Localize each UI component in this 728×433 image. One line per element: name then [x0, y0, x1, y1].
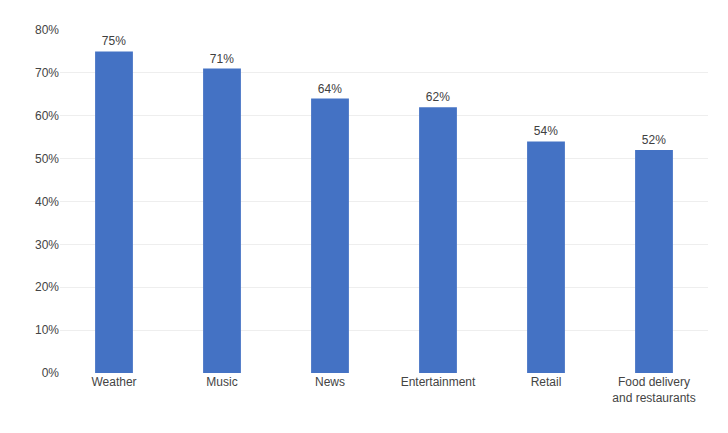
svg-text:75%: 75% [102, 34, 126, 48]
svg-text:0%: 0% [42, 366, 60, 380]
svg-text:Entertainment: Entertainment [401, 375, 476, 389]
svg-text:10%: 10% [35, 323, 59, 337]
svg-text:64%: 64% [318, 82, 342, 96]
svg-text:80%: 80% [35, 23, 59, 37]
svg-text:Retail: Retail [531, 375, 562, 389]
svg-text:20%: 20% [35, 280, 59, 294]
svg-text:Weather: Weather [91, 375, 136, 389]
svg-text:Food deliveryand restaurants: Food deliveryand restaurants [612, 375, 695, 405]
svg-text:54%: 54% [534, 124, 558, 138]
svg-text:50%: 50% [35, 152, 59, 166]
svg-text:Music: Music [206, 375, 237, 389]
svg-text:62%: 62% [426, 90, 450, 104]
svg-text:40%: 40% [35, 195, 59, 209]
svg-text:70%: 70% [35, 66, 59, 80]
svg-text:60%: 60% [35, 109, 59, 123]
svg-text:52%: 52% [642, 133, 666, 147]
svg-text:30%: 30% [35, 238, 59, 252]
svg-text:71%: 71% [210, 52, 234, 66]
svg-text:News: News [315, 375, 345, 389]
